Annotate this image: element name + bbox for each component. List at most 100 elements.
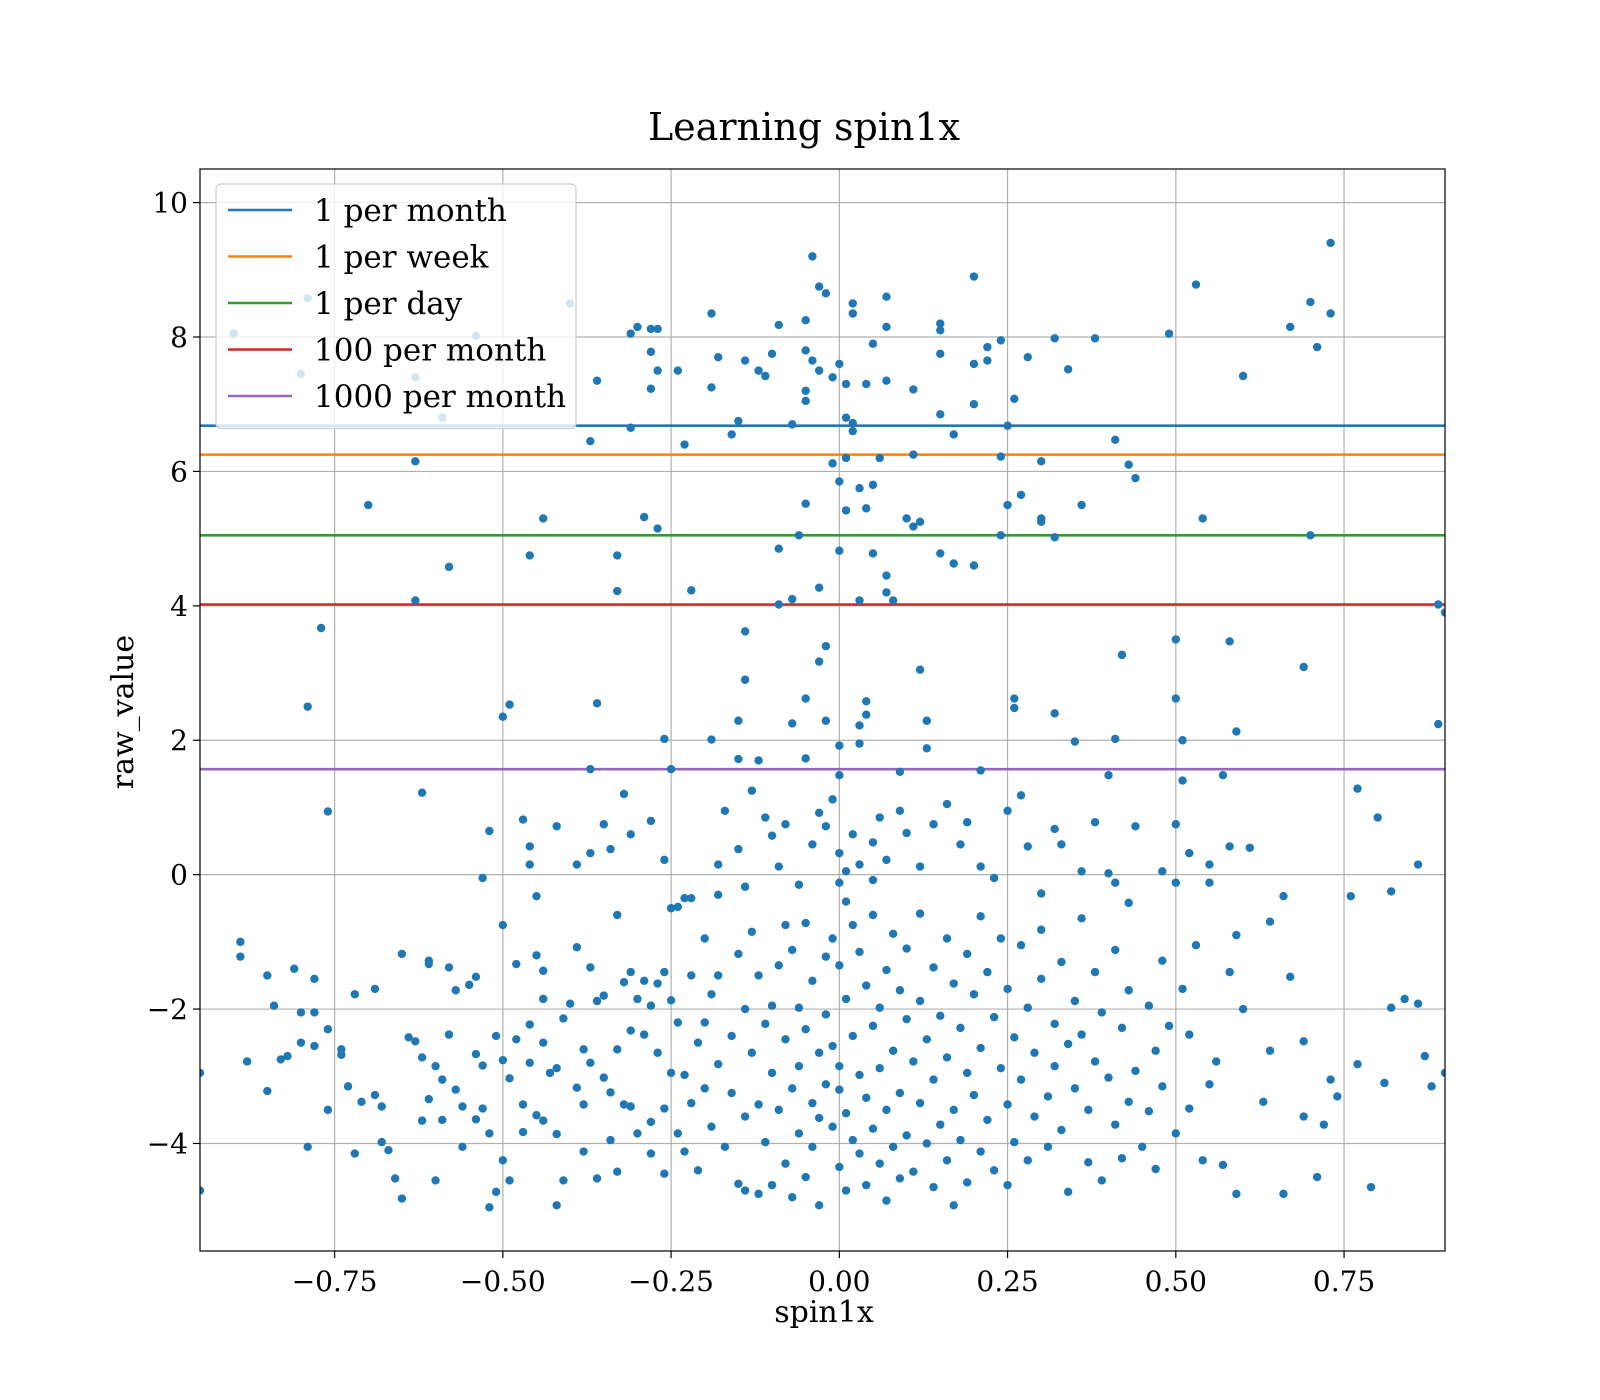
data-point: [653, 524, 662, 533]
data-point: [707, 1122, 716, 1131]
data-point: [1037, 889, 1046, 898]
data-point: [1205, 860, 1214, 869]
data-point: [801, 918, 810, 928]
data-point: [512, 959, 521, 969]
data-point: [323, 1025, 333, 1034]
data-point: [909, 450, 918, 459]
data-point: [835, 1162, 844, 1172]
data-point: [350, 990, 359, 999]
data-point: [1124, 986, 1133, 995]
data-point: [942, 1053, 952, 1062]
data-point: [283, 1051, 292, 1061]
data-point: [599, 820, 608, 829]
data-point: [518, 1127, 528, 1137]
data-point: [532, 1111, 541, 1120]
data-point: [801, 694, 810, 703]
data-point: [1245, 843, 1255, 852]
data-point: [316, 623, 326, 633]
data-point: [909, 1057, 918, 1066]
data-point: [505, 1176, 514, 1185]
data-point: [613, 1167, 622, 1176]
data-point: [855, 596, 864, 605]
data-point: [1232, 727, 1241, 736]
data-point: [646, 347, 656, 356]
data-point: [882, 1196, 891, 1205]
data-point: [1238, 1004, 1248, 1014]
data-point: [862, 697, 871, 706]
data-point: [841, 413, 851, 422]
data-point: [579, 1100, 588, 1109]
data-point: [949, 1105, 958, 1115]
data-point: [572, 943, 582, 952]
data-point: [801, 386, 810, 395]
data-point: [673, 1018, 683, 1027]
data-point: [1178, 776, 1187, 785]
data-point: [1077, 500, 1086, 510]
data-point: [882, 1105, 891, 1115]
data-point: [882, 376, 891, 385]
data-point: [983, 342, 992, 352]
data-point: [909, 1167, 918, 1176]
data-point: [1030, 1112, 1039, 1121]
data-point: [491, 1031, 501, 1041]
data-point: [848, 1135, 857, 1145]
data-point: [592, 1174, 602, 1183]
data-point: [868, 875, 878, 885]
data-point: [761, 1137, 770, 1147]
data-point: [821, 716, 831, 725]
data-point: [572, 860, 582, 869]
y-axis-label: raw_value: [106, 635, 141, 789]
data-point: [1010, 1033, 1019, 1042]
data-point: [713, 1059, 723, 1069]
data-point: [767, 831, 777, 840]
data-point: [996, 1064, 1006, 1073]
data-point: [868, 339, 878, 348]
data-point: [525, 860, 534, 869]
data-point: [1218, 770, 1228, 780]
data-point: [808, 1098, 817, 1108]
data-point: [767, 1001, 777, 1010]
data-point: [936, 549, 945, 558]
data-point: [1178, 736, 1187, 745]
data-point: [471, 972, 481, 982]
data-point: [565, 999, 575, 1008]
data-point: [485, 1129, 494, 1138]
data-point: [626, 1026, 635, 1035]
data-point: [646, 384, 656, 393]
data-point: [707, 309, 716, 318]
data-point: [700, 1084, 709, 1093]
data-point: [936, 349, 945, 359]
data-point: [303, 702, 312, 711]
data-point: [976, 862, 985, 871]
data-point: [1077, 867, 1086, 876]
data-point: [895, 806, 905, 816]
data-point: [377, 1137, 386, 1147]
data-point: [956, 1023, 965, 1033]
data-point: [828, 934, 837, 943]
data-point: [875, 1159, 884, 1168]
data-point: [653, 979, 662, 988]
data-point: [862, 504, 871, 513]
data-point: [586, 963, 595, 972]
data-point: [1171, 635, 1181, 644]
y-tick-label: 4: [170, 590, 188, 623]
data-point: [390, 1174, 400, 1183]
data-point: [740, 356, 750, 365]
data-point: [821, 822, 831, 831]
data-point: [734, 1179, 743, 1188]
data-point: [666, 996, 676, 1005]
data-point: [949, 979, 958, 988]
data-point: [902, 944, 911, 953]
data-point: [680, 893, 689, 903]
data-point: [1164, 329, 1174, 338]
data-point: [370, 1090, 380, 1100]
data-point: [821, 952, 831, 961]
data-point: [788, 1084, 797, 1093]
data-point: [835, 1061, 844, 1071]
data-point: [1010, 694, 1019, 703]
data-point: [1413, 860, 1423, 869]
data-point: [586, 436, 595, 446]
data-point: [310, 1008, 319, 1017]
data-point: [1171, 820, 1181, 829]
data-point: [1104, 770, 1113, 780]
